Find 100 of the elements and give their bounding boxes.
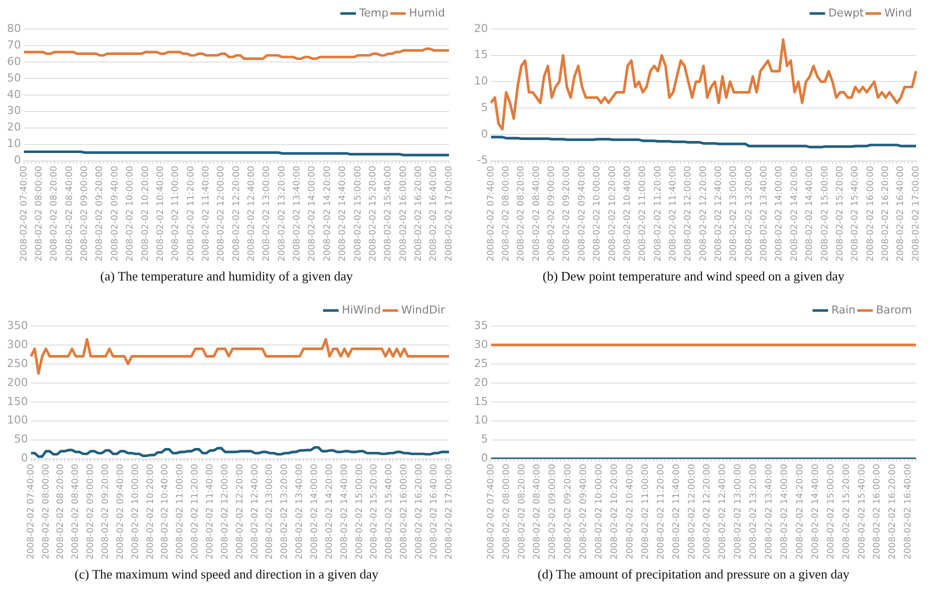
x-tick-label: 2008-02-02 14:20:00	[324, 464, 335, 560]
x-tick-label: 2008-02-02 15:40:00	[850, 166, 861, 262]
x-tick-label: 2008-02-02 12:00:00	[687, 464, 698, 560]
x-tick-label: 2008-02-02 10:00:00	[126, 166, 136, 262]
x-tick-label: 2008-02-02 13:40:00	[764, 464, 775, 560]
x-tick-label: 2008-02-02 10:20:00	[140, 166, 151, 262]
x-tick-label: 2008-02-02 09:20:00	[564, 464, 574, 560]
x-tick-label: 2008-02-02 07:40:00	[486, 166, 496, 262]
x-tick-label: 2008-02-02 14:20:00	[790, 166, 800, 262]
x-tick-label: 2008-02-02 13:00:00	[265, 464, 276, 560]
x-tick-label: 2008-02-02 09:40:00	[110, 166, 120, 262]
x-tick-label: 2008-02-02 16:00:00	[398, 166, 409, 262]
y-tick-label: 40	[6, 88, 21, 101]
x-tick-label: 2008-02-02 09:20:00	[562, 166, 572, 262]
x-tick-label: 2008-02-02 09:20:00	[95, 166, 106, 262]
x-tick-label: 2008-02-02 08:40:00	[532, 464, 543, 560]
x-tick-label: 2008-02-02 09:00:00	[547, 166, 558, 262]
y-tick-label: 200	[6, 376, 28, 389]
x-tick-label: 2008-02-02 16:20:00	[880, 166, 891, 262]
x-tick-label: 2008-02-02 13:20:00	[277, 166, 288, 262]
y-tick-label: 20	[6, 120, 21, 134]
x-tick-label: 2008-02-02 15:00:00	[354, 464, 365, 560]
text: (a) The temperature and humidity of a given day	[100, 268, 354, 284]
x-tick-label: 2008-02-02 14:40:00	[340, 464, 350, 560]
x-tick-label: 2008-02-02 07:40:00	[486, 464, 496, 560]
x-tick-label: 2008-02-02 07:40:00	[26, 464, 36, 560]
y-tick-label: 20	[474, 376, 488, 389]
y-tick-label: 50	[6, 71, 21, 84]
x-tick-label: 2008-02-02 12:40:00	[714, 166, 724, 262]
x-tick-label: 2008-02-02 14:40:00	[805, 166, 816, 262]
y-tick-label: 70	[6, 38, 21, 52]
x-tick-label: 2008-02-02 11:20:00	[653, 166, 664, 262]
y-tick-label: 300	[6, 338, 28, 351]
x-tick-label: 2008-02-02 11:00:00	[176, 464, 186, 560]
x-tick-label: 2008-02-02 14:20:00	[322, 166, 333, 262]
y-tick-label: 10	[474, 414, 488, 427]
x-tick-label: 2008-02-02 08:20:00	[56, 464, 66, 560]
y-tick-label: 0	[480, 452, 488, 465]
y-tick-label: 150	[6, 394, 28, 408]
x-tick-label: 2008-02-02 15:40:00	[384, 166, 394, 262]
y-tick-label: 15	[474, 394, 488, 408]
x-tick-label: 2008-02-02 08:20:00	[516, 166, 527, 262]
x-tick-label: 2008-02-02 12:20:00	[235, 464, 246, 560]
y-tick-label: 5	[480, 432, 488, 446]
legend-label: Dewpt	[828, 6, 865, 20]
legend-label: Wind	[884, 6, 912, 20]
x-tick-label: 2008-02-02 17:00:00	[911, 166, 922, 262]
x-tick-label: 2008-02-02 15:20:00	[368, 166, 378, 262]
x-tick-label: 2008-02-02 14:00:00	[774, 166, 785, 262]
x-tick-label: 2008-02-02 12:00:00	[684, 166, 694, 262]
y-tick-label: 15	[474, 48, 488, 62]
x-tick-label: 2008-02-02 11:00:00	[640, 464, 651, 560]
x-tick-label: 2008-02-02 14:40:00	[810, 464, 821, 560]
x-tick-label: 2008-02-02 09:40:00	[577, 166, 588, 262]
legend-label: Rain	[831, 303, 856, 316]
x-tick-label: 2008-02-02 11:00:00	[171, 166, 182, 262]
x-tick-label: 2008-02-02 17:00:00	[444, 464, 454, 560]
x-tick-label: 2008-02-02 14:40:00	[338, 166, 348, 262]
x-tick-label: 2008-02-02 13:00:00	[262, 166, 272, 262]
x-tick-label: 2008-02-02 14:20:00	[795, 464, 806, 560]
x-tick-label: 2008-02-02 09:00:00	[548, 464, 558, 560]
y-tick-label: 50	[14, 432, 28, 446]
x-tick-label: 2008-02-02 10:20:00	[610, 464, 620, 560]
x-tick-label: 2008-02-02 16:20:00	[888, 464, 898, 560]
x-tick-label: 2008-02-02 13:40:00	[760, 166, 770, 262]
x-tick-label: 2008-02-02 11:40:00	[672, 464, 682, 560]
y-tick-label: 20	[474, 22, 488, 35]
x-tick-label: 2008-02-02 13:20:00	[749, 464, 760, 560]
y-tick-label: 30	[6, 104, 21, 118]
x-tick-label: 2008-02-02 12:00:00	[220, 464, 230, 560]
x-tick-label: 2008-02-02 10:40:00	[156, 166, 166, 262]
x-tick-label: 2008-02-02 11:20:00	[190, 464, 201, 560]
y-tick-label: 100	[6, 414, 28, 427]
y-tick-label: -5	[477, 154, 488, 167]
x-tick-label: 2008-02-02 10:40:00	[625, 464, 636, 560]
x-tick-label: 2008-02-02 10:20:00	[146, 464, 156, 560]
x-tick-label: 2008-02-02 15:20:00	[842, 464, 852, 560]
x-tick-label: 2008-02-02 16:40:00	[904, 464, 914, 560]
x-tick-label: 2008-02-02 14:00:00	[310, 464, 320, 560]
legend-label: HiWind	[342, 303, 381, 316]
text: (c) The maximum wind speed and direction in a given day	[74, 566, 379, 582]
x-tick-label: 2008-02-02 10:00:00	[594, 464, 605, 560]
y-tick-label: 0	[20, 452, 28, 465]
y-tick-label: 35	[474, 318, 488, 332]
x-tick-label: 2008-02-02 13:20:00	[280, 464, 290, 560]
x-tick-label: 2008-02-02 15:20:00	[370, 464, 380, 560]
x-tick-label: 2008-02-02 13:40:00	[295, 464, 306, 560]
legend-label: Barom	[876, 303, 912, 316]
x-tick-label: 2008-02-02 16:00:00	[866, 166, 876, 262]
x-tick-label: 2008-02-02 12:40:00	[718, 464, 728, 560]
y-tick-label: 5	[480, 100, 488, 114]
x-tick-label: 2008-02-02 15:00:00	[353, 166, 364, 262]
x-tick-label: 2008-02-02 09:40:00	[116, 464, 126, 560]
x-tick-label: 2008-02-02 11:20:00	[186, 166, 196, 262]
x-tick-label: 2008-02-02 16:20:00	[414, 166, 424, 262]
x-tick-label: 2008-02-02 08:00:00	[41, 464, 52, 560]
x-tick-label: 2008-02-02 16:00:00	[872, 464, 883, 560]
x-tick-label: 2008-02-02 12:20:00	[232, 166, 242, 262]
y-tick-label: 10	[6, 137, 21, 150]
y-tick-label: 30	[474, 338, 488, 351]
